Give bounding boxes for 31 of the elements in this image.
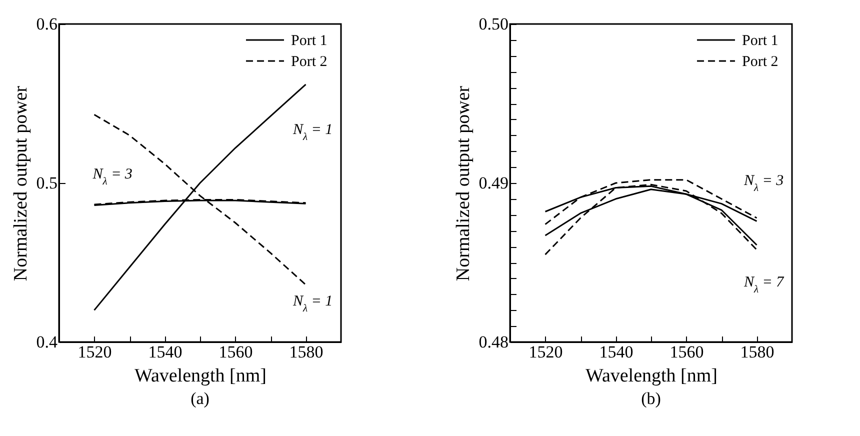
x-axis-title: Wavelength [nm] bbox=[134, 366, 266, 386]
x-tick-label: 1580 bbox=[740, 342, 774, 362]
x-tick-label: 1540 bbox=[148, 342, 182, 362]
y-tick-label: 0.5 bbox=[36, 174, 58, 192]
text: (a) bbox=[190, 389, 210, 408]
y-axis-title: Normalized output power bbox=[452, 85, 474, 282]
annotation: N$_{λ}$ = 3 bbox=[742, 172, 784, 194]
y-tick-label: 0.49 bbox=[478, 174, 508, 192]
x-tick-label: 1520 bbox=[78, 342, 112, 362]
line-series bbox=[544, 184, 758, 256]
legend-label: Port 2 bbox=[291, 54, 328, 70]
annotation: N$_{λ}$ = 1 bbox=[292, 122, 333, 142]
text: (b) bbox=[641, 389, 661, 408]
y-tick-label: 0.6 bbox=[36, 14, 58, 34]
y-axis-title: Normalized output power bbox=[10, 85, 32, 282]
x-tick-label: 1540 bbox=[599, 342, 634, 362]
x-tick-label: 1560 bbox=[670, 342, 704, 362]
y-tick-label: 0.4 bbox=[36, 332, 58, 352]
line-series bbox=[94, 84, 306, 311]
annotation: N$_{λ}$ = 1 bbox=[292, 294, 333, 314]
y-tick-label: 0.50 bbox=[478, 14, 508, 34]
y-tick-label: 0.48 bbox=[478, 332, 508, 352]
legend-label: Port 1 bbox=[291, 33, 328, 49]
annotation: N$_{λ}$ = 7 bbox=[742, 274, 786, 296]
legend-label: Port 2 bbox=[742, 54, 778, 70]
legend-label: Port 1 bbox=[742, 33, 778, 49]
x-axis-title: Wavelength [nm] bbox=[586, 366, 718, 386]
annotation: N$_{λ}$ = 3 bbox=[92, 166, 132, 187]
x-tick-label: 1560 bbox=[218, 342, 253, 362]
x-tick-label: 1520 bbox=[528, 342, 563, 362]
x-tick-label: 1580 bbox=[289, 342, 324, 362]
